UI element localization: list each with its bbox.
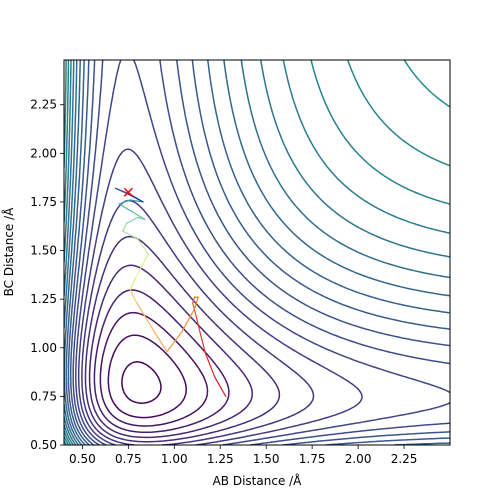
y-tick-label: 1.00 bbox=[30, 341, 57, 355]
trajectory-segment bbox=[195, 316, 201, 333]
x-tick-label: 2.25 bbox=[391, 452, 418, 466]
trajectory-path bbox=[114, 187, 227, 397]
contour-level bbox=[107, 334, 187, 419]
y-tick-label: 1.25 bbox=[30, 292, 57, 306]
trajectory-segment bbox=[192, 296, 196, 304]
trajectory-segment bbox=[135, 259, 146, 279]
y-tick-label: 0.50 bbox=[30, 438, 57, 452]
contour-level bbox=[64, 60, 450, 445]
trajectory-segment bbox=[122, 222, 128, 232]
contour-lines bbox=[64, 60, 450, 445]
trajectory-segment bbox=[129, 277, 137, 291]
y-tick-label: 2.25 bbox=[30, 98, 57, 112]
trajectory-segment bbox=[135, 300, 153, 329]
trajectory-segment bbox=[166, 331, 183, 353]
contour-level bbox=[72, 60, 450, 445]
x-tick-label: 2.00 bbox=[345, 452, 372, 466]
x-tick-label: 1.50 bbox=[253, 452, 280, 466]
contour-level bbox=[93, 289, 230, 434]
trajectory-segment bbox=[125, 216, 139, 224]
x-tick-label: 0.75 bbox=[115, 452, 142, 466]
trajectory-segment bbox=[193, 296, 199, 310]
trajectory-segment bbox=[114, 187, 129, 195]
y-tick-label: 1.75 bbox=[30, 195, 57, 209]
trajectory-segment bbox=[199, 331, 207, 355]
contour-level bbox=[64, 60, 450, 445]
trajectory-segment bbox=[136, 238, 150, 256]
trajectory-segment bbox=[129, 199, 144, 203]
y-tick-label: 2.00 bbox=[30, 146, 57, 160]
contour-level bbox=[69, 60, 450, 445]
contour-level bbox=[99, 311, 209, 427]
x-axis-label: AB Distance /Å bbox=[213, 473, 303, 488]
contour-level bbox=[77, 148, 363, 445]
x-tick-label: 0.50 bbox=[69, 452, 96, 466]
trajectory-segment bbox=[204, 353, 216, 378]
trajectory-segment bbox=[122, 230, 139, 240]
plot-frame bbox=[63, 59, 451, 446]
contour-level bbox=[81, 199, 315, 445]
trajectory-segment bbox=[144, 253, 150, 261]
trajectory-segment bbox=[214, 376, 227, 397]
contour-level bbox=[75, 60, 450, 445]
trajectory-segment bbox=[131, 211, 146, 221]
contour-level bbox=[64, 60, 450, 445]
contour-level bbox=[121, 361, 162, 404]
x-tick-label: 1.75 bbox=[299, 452, 326, 466]
end-marker bbox=[123, 187, 133, 197]
contour-level bbox=[64, 60, 450, 445]
x-tick-label: 1.00 bbox=[161, 452, 188, 466]
y-axis-ticks: 0.50 0.75 1.00 1.25 1.50 1.75 2.00 2.25 bbox=[30, 98, 64, 452]
trajectory-segment bbox=[118, 203, 133, 213]
contour-level bbox=[65, 60, 450, 445]
x-tick-label: 1.25 bbox=[207, 452, 234, 466]
contour-level bbox=[84, 235, 281, 443]
x-marker bbox=[123, 187, 133, 197]
contour-level bbox=[64, 60, 450, 445]
trajectory-segment bbox=[151, 327, 168, 353]
y-axis-label: BC Distance /Å bbox=[1, 207, 16, 297]
trajectory-segment bbox=[118, 199, 131, 205]
x-axis-ticks: 0.50 0.75 1.00 1.25 1.50 1.75 2.00 2.25 bbox=[69, 445, 417, 466]
trajectory-segment bbox=[129, 288, 137, 302]
trajectory-segment bbox=[181, 308, 196, 333]
y-tick-label: 0.75 bbox=[30, 389, 57, 403]
contour-level bbox=[67, 60, 450, 445]
y-tick-label: 1.50 bbox=[30, 244, 57, 258]
